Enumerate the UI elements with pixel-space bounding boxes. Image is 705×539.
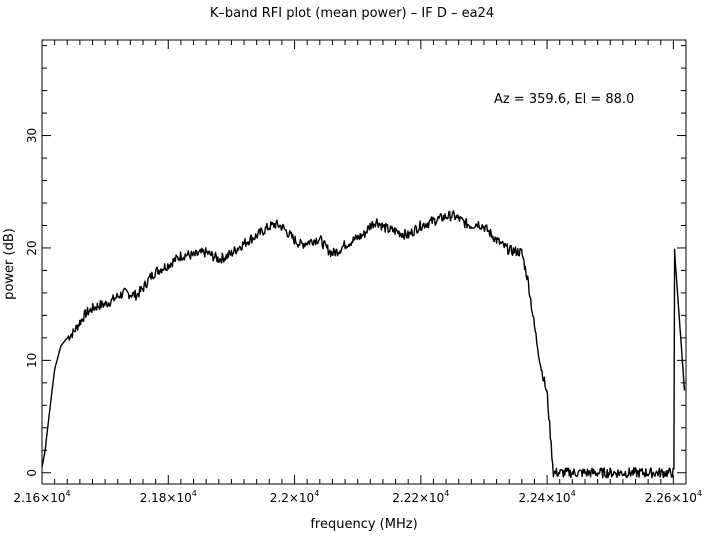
x-tick-label-mantissa: 2.2×10 [270,491,314,505]
y-tick-label: 20 [25,240,39,255]
axis-ticks [41,40,687,484]
y-tick-label: 0 [25,469,39,477]
x-tick-label-mantissa: 2.26×10 [645,491,697,505]
az-el-annotation: Az = 359.6, El = 88.0 [494,92,634,107]
y-tick-label: 30 [25,128,39,143]
x-tick-label-mantissa: 2.24×10 [519,491,571,505]
x-tick-label-exponent: 4 [192,489,197,498]
x-tick-label-mantissa: 2.18×10 [140,491,192,505]
x-tick-label: 2.24×104 [519,489,576,505]
x-tick-label-exponent: 4 [314,489,319,498]
y-tick-labels: 0 10 20 30 [25,128,39,477]
x-axis-label: frequency (MHz) [310,517,417,532]
plot-frame [41,39,687,485]
power-series-line [41,210,686,479]
x-tick-label-mantissa: 2.22×10 [392,491,444,505]
chart-title: K–band RFI plot (mean power) – IF D – ea… [210,6,494,21]
x-tick-label: 2.2×104 [270,489,320,505]
x-tick-label: 2.26×104 [645,489,702,505]
x-tick-label-exponent: 4 [571,489,576,498]
x-tick-label: 2.22×104 [392,489,449,505]
x-tick-label-exponent: 4 [65,489,70,498]
x-tick-label: 2.16×104 [13,489,70,505]
x-tick-label-exponent: 4 [697,489,702,498]
x-tick-labels: 2.16×104 2.18×104 2.2×104 2.22×104 2.24×104 2… [13,489,702,505]
y-axis-label: power (dB) [2,228,17,300]
x-tick-label: 2.18×104 [140,489,197,505]
x-tick-label-exponent: 4 [444,489,449,498]
y-tick-label: 10 [25,353,39,368]
x-tick-label-mantissa: 2.16×10 [13,491,65,505]
